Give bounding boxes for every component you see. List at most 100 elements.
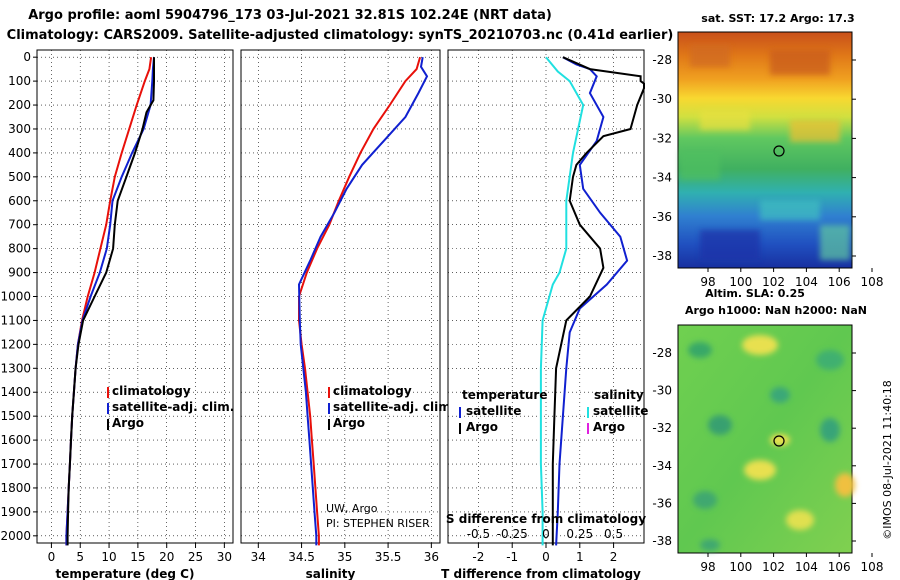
lon-tick-label: 106: [828, 275, 851, 289]
lon-tick-label: 98: [700, 560, 715, 574]
panel-salinity: 34 34.5 35 35.5 36 salinity climatology satelli…: [240, 49, 455, 580]
lat-tick-label: -30: [652, 92, 672, 106]
x-tick-label: 1: [576, 550, 584, 564]
panel-frame: [240, 49, 441, 544]
legend-label: satellite-adj. clim.: [333, 400, 455, 414]
depth-tick-label: 700: [8, 218, 31, 232]
pi-annotation: PI: STEPHEN RISER: [326, 517, 430, 530]
legend-label: satellite-adj. clim.: [112, 400, 234, 414]
sla-map-texture: [688, 335, 855, 551]
x-tick-label: 5: [76, 550, 84, 564]
legend-label: climatology: [333, 384, 412, 398]
sla-map-title: Argo h1000: NaN h2000: NaN: [685, 304, 867, 317]
depth-tick-label: 0: [23, 50, 31, 64]
argo-location-marker-sst: [773, 145, 785, 157]
x-tick-label: 34.5: [288, 550, 315, 564]
series-line-t-satellite: [555, 56, 629, 546]
depth-tick-label: 1200: [0, 337, 31, 351]
lat-tick-label: -34: [652, 459, 672, 473]
depth-tick-label: 1500: [0, 409, 31, 423]
legend-temperature-header: temperature: [462, 388, 547, 402]
legend-label: Argo: [466, 420, 498, 434]
depth-tick-label: 2000: [0, 529, 31, 543]
lat-tick-label: -32: [652, 131, 672, 145]
lat-tick-label: -28: [652, 53, 672, 67]
legend-label: satellite: [593, 404, 648, 418]
x-tick-label: 35.5: [375, 550, 402, 564]
x-tick-label: -2: [472, 550, 484, 564]
lat-tick-label: -38: [652, 534, 672, 548]
legend-label: Argo: [333, 416, 365, 430]
sst-map-texture: [680, 45, 850, 260]
sst-map-axes: -28 -30 -32 -34 -36 -38 98 100 102 104 106 108: [652, 53, 883, 289]
pi-annotation: UW, Argo: [326, 502, 378, 515]
x-tick-label: -1: [506, 550, 518, 564]
x-tick-label: 20: [159, 550, 174, 564]
depth-tick-label: 1600: [0, 433, 31, 447]
lon-tick-label: 100: [729, 560, 752, 574]
panel-temperature: 0 5 10 15 20 25 30 temperature (deg C) climatolo…: [36, 49, 234, 580]
depth-tick-label: 1900: [0, 505, 31, 519]
lon-tick-label: 98: [700, 275, 715, 289]
lon-tick-label: 106: [828, 560, 851, 574]
lon-tick-label: 102: [762, 275, 785, 289]
lon-tick-label: 104: [795, 275, 818, 289]
x-tick-label: 10: [101, 550, 116, 564]
depth-tick-label: 100: [8, 74, 31, 88]
lat-tick-label: -28: [652, 346, 672, 360]
x-tick-label: 0: [542, 550, 550, 564]
legend-salinity-header: salinity: [594, 388, 644, 402]
lon-tick-label: 100: [729, 275, 752, 289]
depth-tick-label: 1400: [0, 385, 31, 399]
legend-label: satellite: [466, 404, 521, 418]
panel-frame: [36, 49, 234, 544]
depth-tick-label: 500: [8, 170, 31, 184]
series-line-satellite-adj-clim-: [297, 57, 429, 546]
top-tick-label: 0: [542, 527, 550, 541]
legend-label: Argo: [112, 416, 144, 430]
x-tick-label: 2: [610, 550, 618, 564]
depth-tick-label: 200: [8, 98, 31, 112]
sla-map: [677, 324, 855, 554]
x-axis-label: T difference from climatology: [441, 567, 641, 580]
series-line-s-satellite: [539, 56, 585, 546]
x-tick-label: 0: [48, 550, 56, 564]
top-tick-label: -0.5: [467, 527, 490, 541]
x-axis-label: temperature (deg C): [56, 567, 195, 580]
sst-map-title: sat. SST: 17.2 Argo: 17.3: [701, 12, 854, 25]
sla-label: Altim. SLA: 0.25: [705, 287, 805, 300]
depth-tick-label: 800: [8, 242, 31, 256]
depth-tick-label: 1100: [0, 313, 31, 327]
x-axis-label: salinity: [306, 567, 356, 580]
top-tick-label: 0.5: [604, 527, 623, 541]
depth-tick-label: 300: [8, 122, 31, 136]
lat-tick-label: -36: [652, 210, 672, 224]
lon-tick-label: 108: [861, 560, 884, 574]
x-tick-label: 35: [337, 550, 352, 564]
panel-frame: [447, 49, 645, 544]
series-line-argo: [66, 57, 155, 546]
title-line-1: Argo profile: aoml 5904796_173 03-Jul-20…: [28, 8, 552, 23]
depth-tick-label: 600: [8, 194, 31, 208]
x-tick-label: 34: [251, 550, 266, 564]
depth-tick-label: 1300: [0, 361, 31, 375]
top-axis-label: S difference from climatology: [446, 512, 646, 526]
title-line-2: Climatology: CARS2009. Satellite-adjuste…: [7, 28, 674, 43]
sla-map-axes: -28 -30 -32 -34 -36 -38 98 100 102 104 106 108: [652, 346, 883, 574]
lat-tick-label: -38: [652, 249, 672, 263]
imos-credit: ©IMOS 08-Jul-2021 11:40:18: [881, 380, 894, 540]
lon-tick-label: 108: [861, 275, 884, 289]
depth-tick-label: 1700: [0, 457, 31, 471]
panel-difference: -2 -1 0 1 2 T difference from climatology temp…: [441, 49, 648, 580]
depth-tick-label: 1800: [0, 481, 31, 495]
depth-tick-label: 400: [8, 146, 31, 160]
lon-tick-label: 102: [762, 560, 785, 574]
sst-map: [677, 31, 853, 269]
lon-tick-label: 104: [795, 560, 818, 574]
lat-tick-label: -32: [652, 421, 672, 435]
x-tick-label: 30: [217, 550, 232, 564]
x-tick-label: 15: [130, 550, 145, 564]
x-tick-label: 25: [188, 550, 203, 564]
